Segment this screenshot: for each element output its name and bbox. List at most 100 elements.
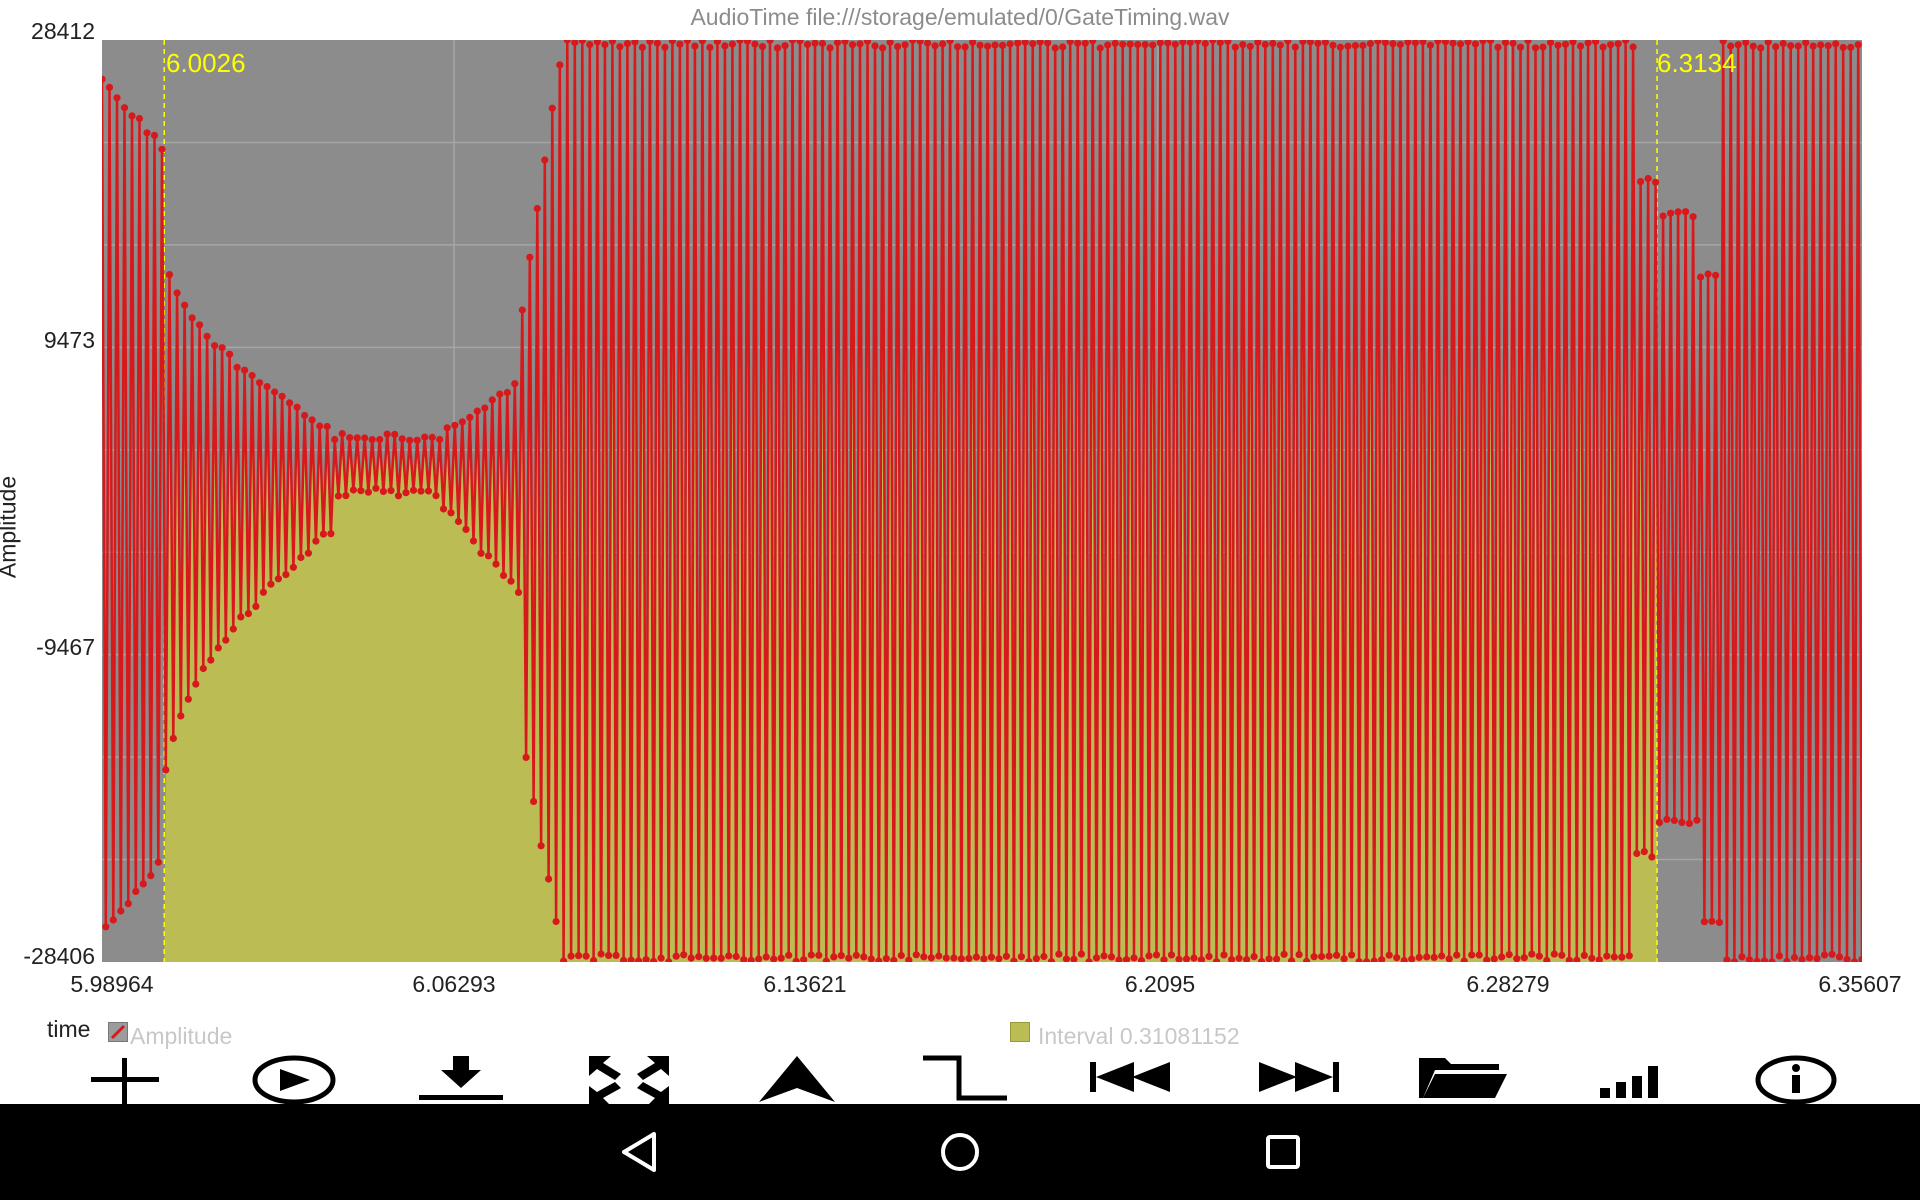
amplitude-point — [1648, 853, 1656, 861]
amplitude-point — [852, 951, 860, 959]
amplitude-point — [1186, 40, 1194, 47]
amplitude-point — [976, 41, 984, 49]
amplitude-point — [1520, 954, 1528, 962]
peak-icon[interactable] — [749, 1050, 845, 1104]
amplitude-point — [1633, 849, 1641, 858]
amplitude-point — [886, 40, 894, 46]
amplitude-point — [1610, 953, 1618, 961]
folder-icon[interactable] — [1415, 1050, 1511, 1104]
amplitude-point — [387, 487, 395, 495]
amplitude-point — [162, 766, 170, 774]
amplitude-point — [1411, 40, 1419, 47]
amplitude-point — [833, 40, 842, 47]
amplitude-point — [848, 41, 857, 49]
amplitude-point — [1700, 918, 1708, 926]
amplitude-point — [578, 40, 586, 45]
amplitude-point — [571, 40, 579, 47]
amplitude-point — [792, 957, 800, 962]
amplitude-point — [1839, 43, 1847, 52]
skip-back-icon[interactable] — [1084, 1050, 1180, 1104]
amplitude-point — [237, 613, 245, 621]
step-icon[interactable] — [917, 1050, 1013, 1104]
amplitude-point — [807, 951, 815, 959]
amplitude-point — [1314, 40, 1322, 47]
amplitude-point — [1742, 40, 1750, 46]
amplitude-point — [1783, 957, 1791, 962]
amplitude-point — [1513, 955, 1521, 962]
skip-forward-icon[interactable] — [1249, 1050, 1345, 1104]
amplitude-point — [1430, 953, 1438, 962]
amplitude-point — [1622, 40, 1630, 44]
amplitude-point — [218, 344, 226, 352]
amplitude-point — [184, 695, 192, 703]
amplitude-point — [308, 416, 316, 424]
amplitude-point — [1209, 40, 1217, 44]
waveform-chart[interactable]: 6.0026 6.3134 — [102, 40, 1862, 962]
amplitude-point — [1618, 953, 1626, 961]
amplitude-point — [1006, 40, 1014, 48]
amplitude-point — [454, 517, 463, 526]
amplitude-point — [1055, 950, 1063, 958]
amplitude-point — [154, 858, 162, 866]
amplitude-point — [1228, 956, 1236, 962]
amplitude-point — [680, 951, 688, 959]
amplitude-point — [1685, 819, 1693, 828]
amplitude-point — [1490, 955, 1498, 962]
amplitude-point — [1479, 40, 1487, 45]
amplitude-point — [147, 872, 155, 880]
amplitude-point — [1171, 40, 1179, 48]
amplitude-point — [1374, 40, 1382, 45]
amplitude-point — [413, 436, 421, 444]
amplitude-point — [1325, 952, 1333, 960]
amplitude-point — [766, 40, 774, 44]
amplitude-point — [1126, 40, 1134, 48]
fit-screen-icon[interactable] — [581, 1050, 677, 1104]
info-icon[interactable] — [1748, 1050, 1844, 1104]
download-icon[interactable] — [413, 1050, 509, 1104]
amplitude-point — [1565, 956, 1573, 962]
amplitude-point — [477, 549, 485, 557]
amplitude-line — [102, 40, 1862, 962]
amplitude-point — [511, 380, 519, 388]
add-icon[interactable] — [77, 1050, 173, 1104]
amplitude-point — [503, 388, 511, 397]
amplitude-point — [499, 571, 508, 580]
amplitude-point — [271, 388, 279, 396]
amplitude-point — [638, 43, 647, 51]
amplitude-point — [905, 956, 913, 962]
amplitude-point — [1047, 958, 1055, 962]
amplitude-point — [432, 492, 440, 500]
amplitude-point — [1344, 42, 1352, 50]
amplitude-point — [1539, 43, 1547, 51]
play-icon[interactable] — [246, 1050, 342, 1104]
amplitude-point — [1625, 952, 1633, 960]
amplitude-point — [1149, 41, 1157, 49]
amplitude-point — [1100, 952, 1108, 960]
amplitude-point — [1813, 955, 1821, 962]
amplitude-point — [1835, 953, 1844, 961]
amplitude-point — [777, 954, 785, 962]
amplitude-point — [822, 957, 830, 962]
amplitude-point — [327, 530, 335, 538]
amplitude-point — [364, 488, 372, 496]
amplitude-point — [1779, 40, 1787, 48]
amplitude-point — [1832, 40, 1840, 48]
amplitude-point — [252, 602, 260, 611]
amplitude-point — [758, 43, 767, 51]
amplitude-point — [683, 40, 691, 44]
amplitude-point — [1291, 43, 1299, 51]
amplitude-point — [909, 40, 917, 44]
amplitude-point — [1674, 208, 1682, 216]
recents-icon[interactable] — [1253, 1122, 1313, 1182]
back-icon[interactable] — [610, 1122, 670, 1182]
signal-icon[interactable] — [1582, 1050, 1678, 1104]
amplitude-point — [496, 390, 504, 398]
amplitude-point — [1333, 951, 1341, 959]
amplitude-point — [402, 489, 410, 497]
amplitude-point — [286, 399, 294, 407]
amplitude-point — [458, 418, 466, 426]
home-icon[interactable] — [930, 1122, 990, 1182]
amplitude-point — [1561, 40, 1570, 48]
amplitude-point — [1321, 40, 1329, 46]
amplitude-point — [1843, 955, 1851, 962]
